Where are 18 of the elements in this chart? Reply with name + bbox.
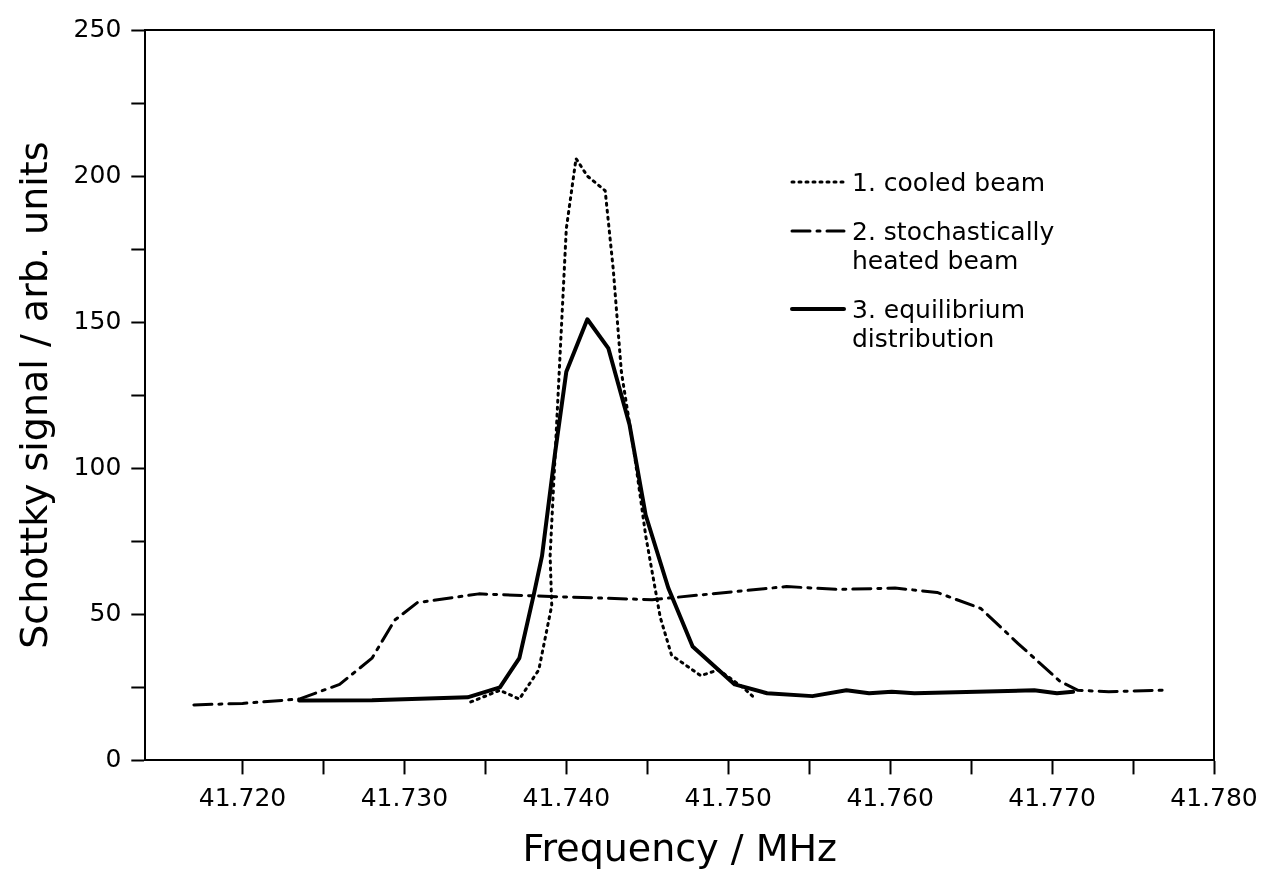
x-tick-label: 41.750 — [684, 782, 772, 812]
y-axis-title: Schottky signal / arb. units — [11, 141, 56, 649]
y-tick-label: 150 — [73, 305, 122, 335]
x-tick-label: 41.720 — [198, 782, 287, 812]
legend-label: 1. cooled beam — [852, 168, 1046, 197]
x-axis-title: Frequency / MHz — [522, 826, 837, 871]
y-tick-label: 0 — [105, 743, 122, 773]
x-tick-label: 41.780 — [1170, 782, 1258, 812]
legend-label: 2. stochastically heated beam — [852, 217, 1056, 275]
x-tick-label: 41.770 — [1008, 782, 1096, 812]
y-tick-label: 50 — [89, 597, 122, 627]
y-tick-label: 200 — [73, 159, 122, 189]
y-tick-label: 250 — [73, 13, 122, 43]
x-tick-label: 41.730 — [360, 782, 449, 812]
x-tick-label: 41.760 — [846, 782, 934, 812]
y-tick-label: 100 — [73, 451, 122, 481]
x-tick-label: 41.740 — [522, 782, 611, 812]
legend-label: 3. equilibrium distribution — [852, 295, 1027, 353]
